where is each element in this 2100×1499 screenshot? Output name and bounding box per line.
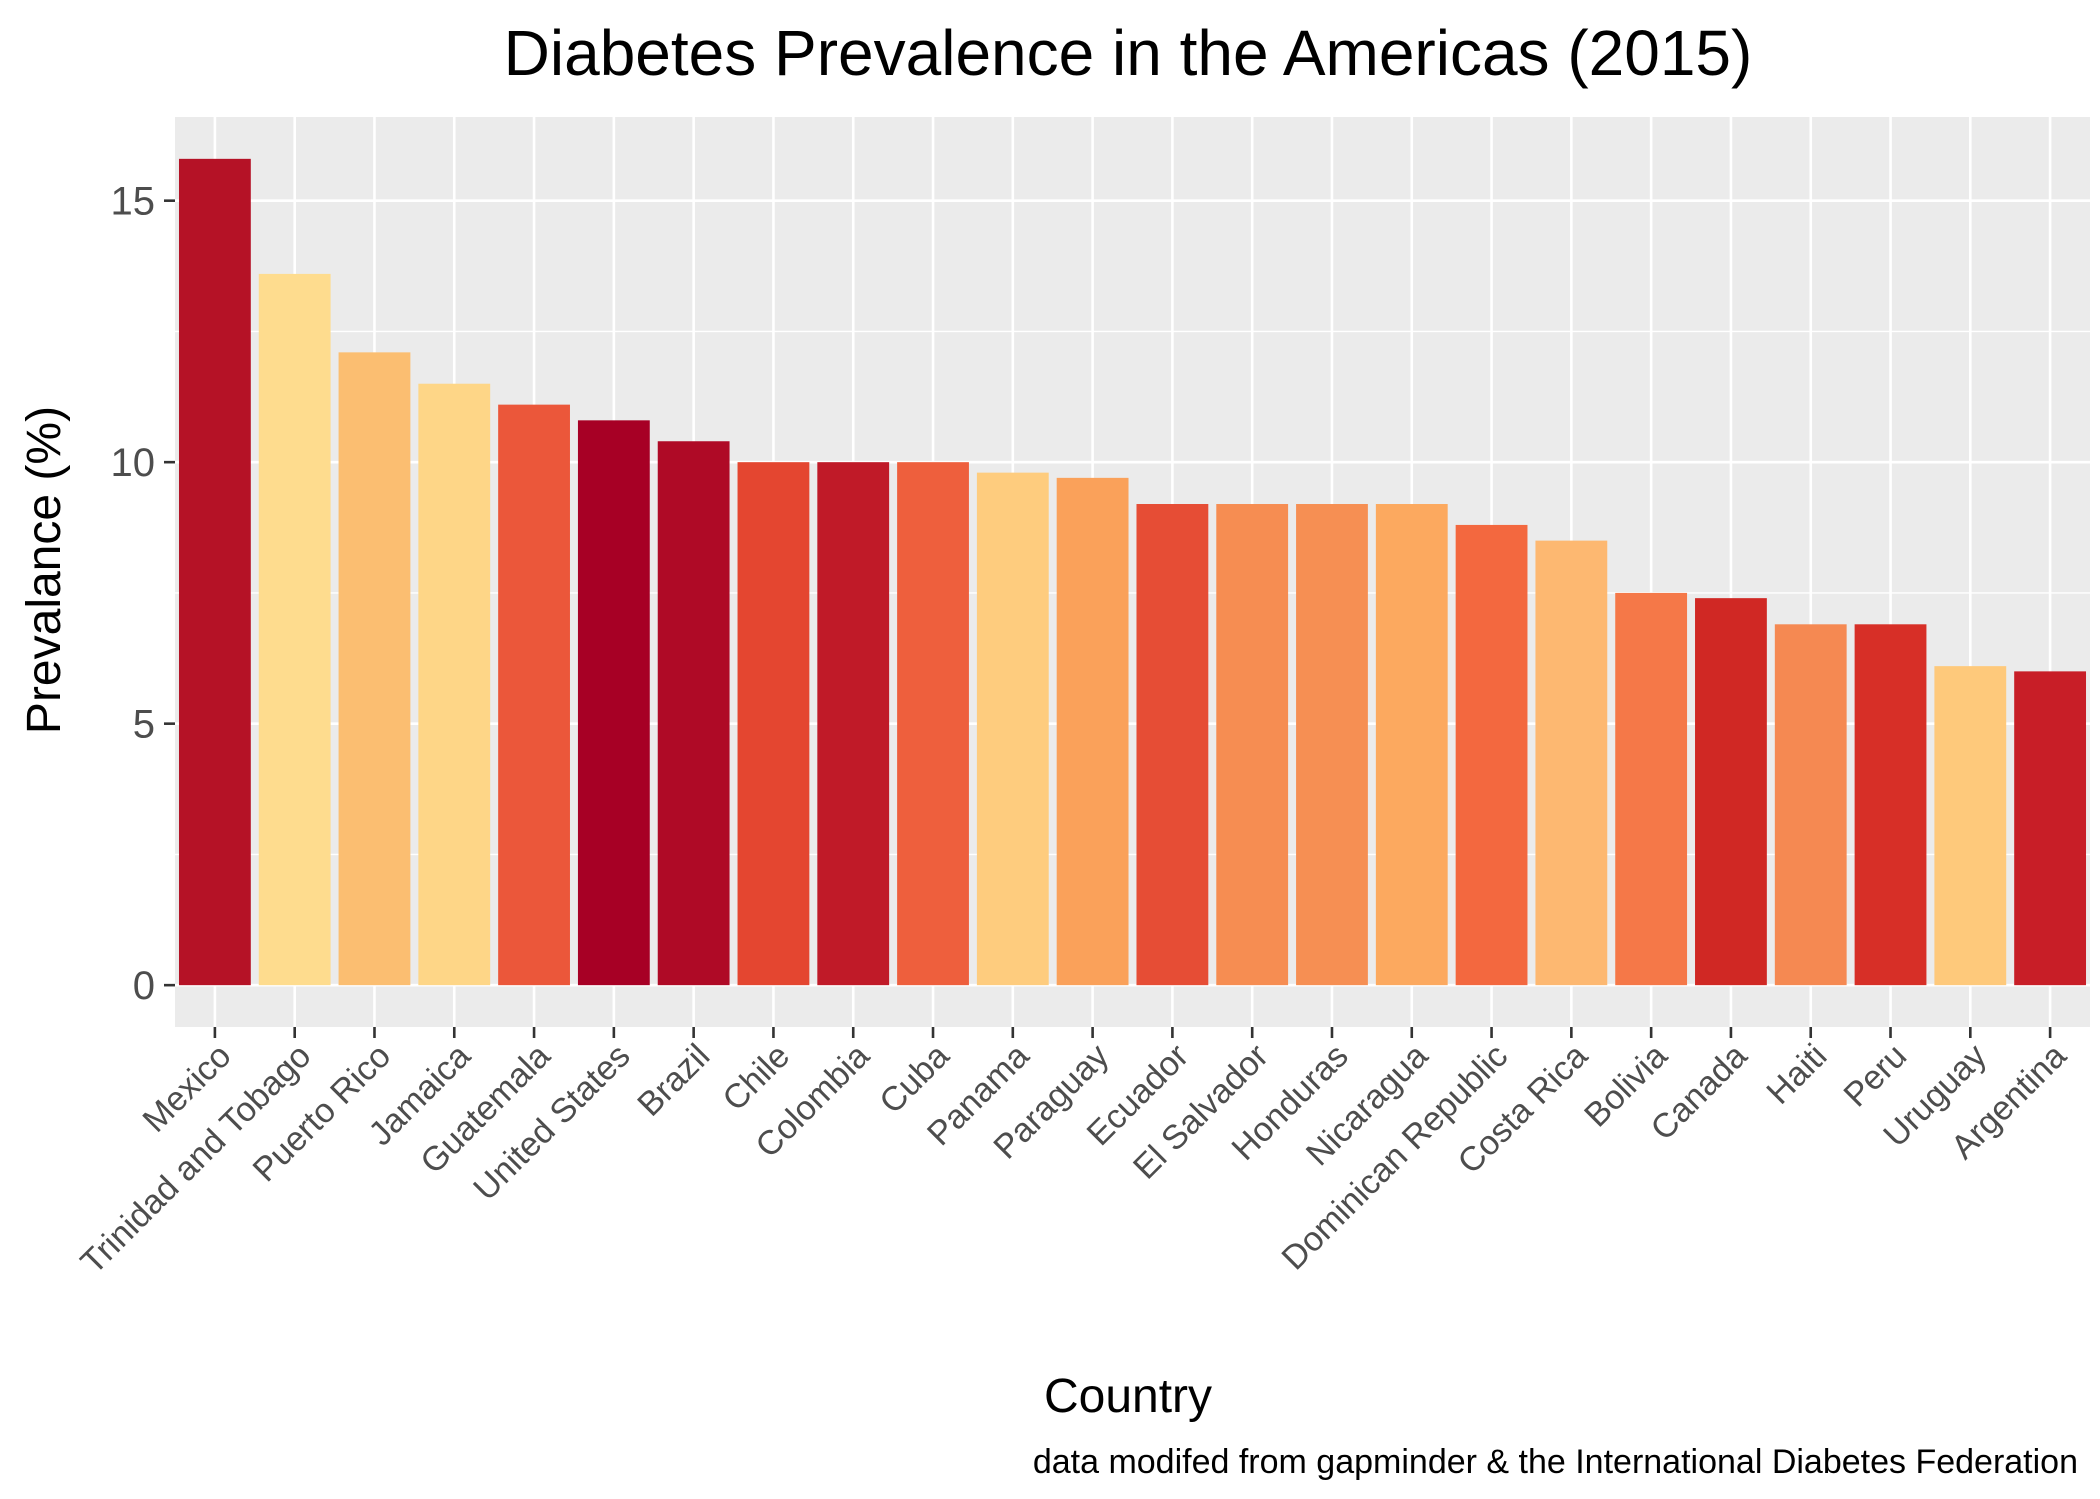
bars — [178, 158, 2087, 986]
bar — [657, 441, 730, 986]
bar — [1615, 592, 1688, 986]
chart-title: Diabetes Prevalence in the Americas (201… — [504, 17, 1753, 89]
bar — [817, 462, 890, 986]
x-axis-title: Country — [1044, 1370, 1212, 1423]
bar — [1216, 504, 1289, 986]
bar — [1136, 504, 1209, 986]
bar — [1774, 624, 1847, 986]
bar — [577, 420, 650, 986]
bar — [1455, 524, 1528, 986]
y-tick-label: 5 — [133, 703, 155, 747]
x-tick-label: Haiti — [1759, 1037, 1834, 1112]
bar — [1854, 624, 1927, 986]
plot-panel — [175, 117, 2090, 1027]
bar — [2014, 671, 2087, 986]
x-tick-label: Brazil — [630, 1037, 717, 1124]
bar — [498, 404, 570, 986]
bar — [1056, 477, 1129, 986]
bar — [178, 158, 251, 986]
bar — [1375, 504, 1448, 986]
bar — [418, 383, 491, 986]
bar — [338, 352, 411, 986]
y-tick-label: 15 — [111, 180, 156, 224]
bar — [737, 462, 810, 986]
y-tick-label: 10 — [111, 441, 156, 485]
bar — [1535, 540, 1608, 986]
y-axis-title: Prevalance (%) — [18, 406, 71, 734]
axes — [164, 199, 2052, 1038]
bar — [258, 273, 331, 986]
bar — [976, 472, 1049, 986]
bar — [1296, 504, 1368, 986]
bar — [1934, 666, 2007, 986]
bar — [1695, 598, 1767, 986]
y-tick-label: 0 — [133, 964, 155, 1008]
caption: data modifed from gapminder & the Intern… — [1033, 1443, 2078, 1481]
bar — [897, 462, 969, 986]
